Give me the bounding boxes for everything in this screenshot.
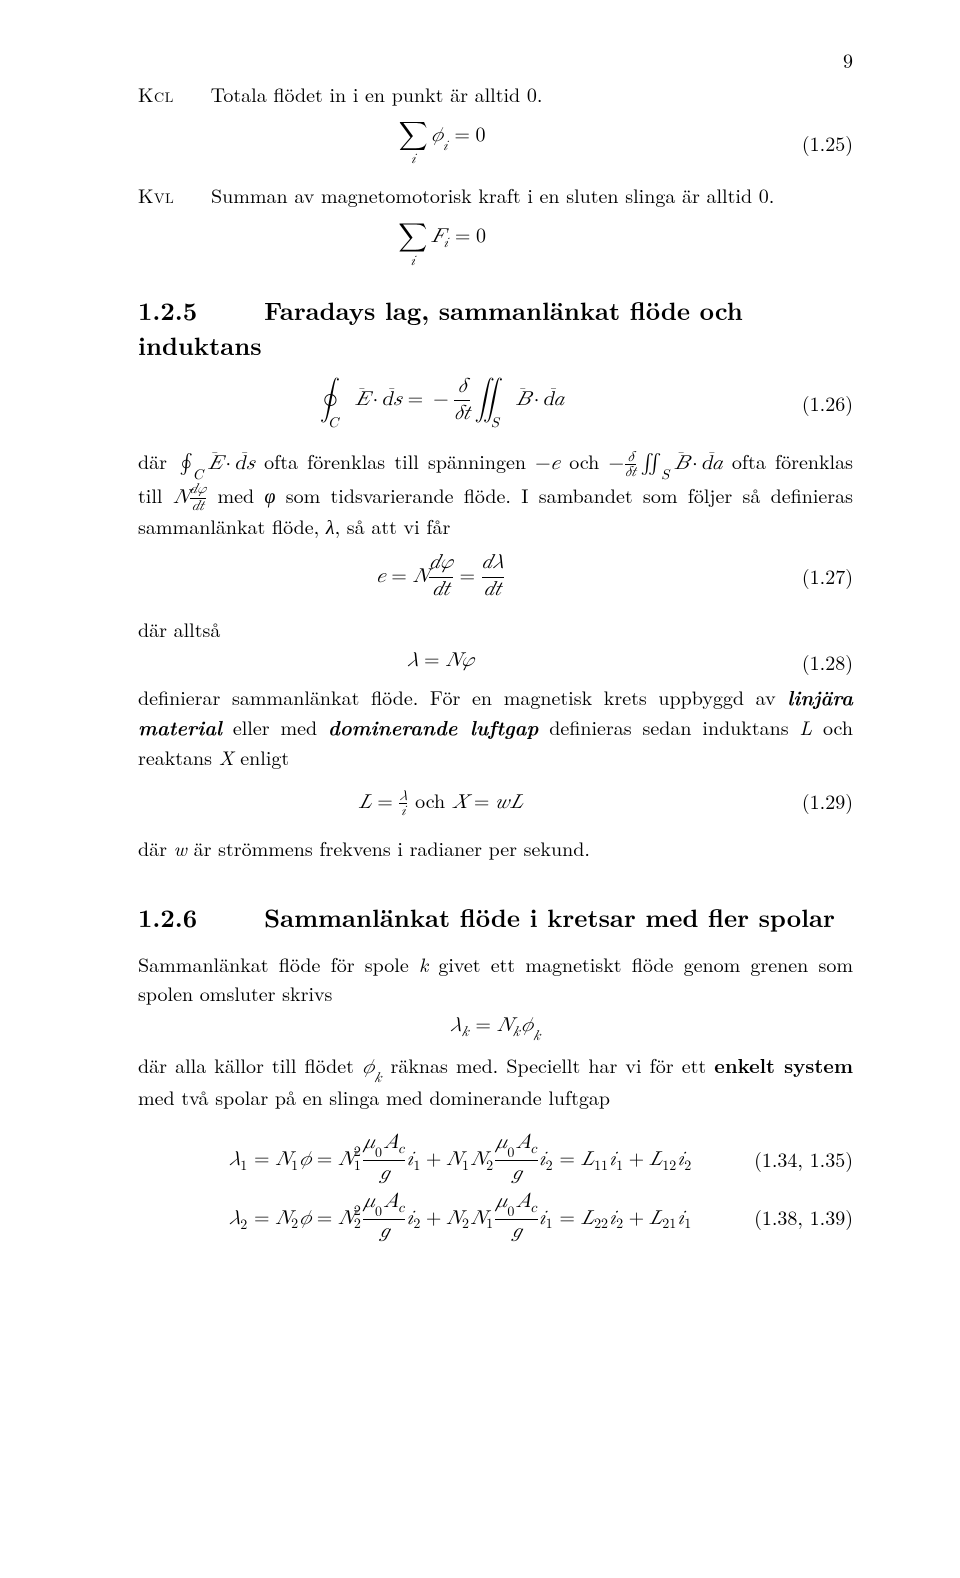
sec-1-2-6-num: 1.2.6 xyxy=(138,900,197,935)
t1: där xyxy=(138,446,176,475)
enkelt-system: enkelt system xyxy=(714,1050,853,1079)
kcl-label: Kcl xyxy=(138,79,174,108)
p128c: definieras sedan induktans xyxy=(538,712,799,741)
eq-1-34-35-num: (1.34, 1.35) xyxy=(743,1144,853,1173)
eq-1-25-expr: ∑i ϕi =0 xyxy=(138,122,743,163)
eq-sum-f: ∑i Fi =0 xyxy=(138,223,853,264)
eq-1-27-expr: e=N dφdt = dλdt xyxy=(138,554,743,596)
eq-1-38-39-expr: λ2= N2ϕ= N22 μ0Acg i2+ N2N1 μ0Acg i1= L2… xyxy=(138,1192,743,1243)
eq-1-34-35: λ1= N1ϕ= N12 μ0Acg i1+ N1N2 μ0Acg i2= L1… xyxy=(138,1133,853,1184)
para-sec126: Sammanlänkat flöde för spole k givet ett… xyxy=(138,949,853,1007)
eq-1-29-num: (1.29) xyxy=(743,786,853,815)
para-after-129: där w är strömmens frekvens i radianer p… xyxy=(138,833,853,862)
eq-1-29: L=λi och X=wL (1.29) xyxy=(138,785,853,815)
ps126a: Sammanlänkat flöde för spole xyxy=(138,949,419,978)
p128e: enligt xyxy=(234,742,290,771)
eq-1-25: ∑i ϕi =0 (1.25) xyxy=(138,122,853,163)
eq-1-29-expr: L=λi och X=wL xyxy=(138,785,743,815)
kvl-line: Kvl Summan av magnetomotorisk kraft i en… xyxy=(138,181,853,209)
page-number: 9 xyxy=(843,45,853,74)
para-enkelt: där alla källor till flödet ϕk räknas me… xyxy=(138,1050,853,1111)
dar-alltsa: där alltså xyxy=(138,614,853,643)
t7: , så att vi får xyxy=(335,511,451,540)
kvl-label: Kvl xyxy=(138,180,174,209)
para-after-126: där ∮CE¯⋅ds¯ ofta förenklas till spännin… xyxy=(138,446,853,540)
p129b: är strömmens frekvens i radianer per sek… xyxy=(187,833,590,862)
eq-1-28-expr: λ=Nφ xyxy=(138,652,743,671)
sec-1-2-5: 1.2.5 Faradays lag, sammanlänkat flöde o… xyxy=(138,293,853,363)
sec-1-2-6: 1.2.6 Sammanlänkat flöde i kretsar med f… xyxy=(138,900,853,935)
eq-1-27-num: (1.27) xyxy=(743,561,853,590)
eq-1-28: λ=Nφ (1.28) xyxy=(138,647,853,676)
sec-1-2-5-title: Faradays lag, sammanlänkat flöde och ind… xyxy=(138,293,743,363)
eq-1-28-num: (1.28) xyxy=(743,647,853,676)
eq-1-38-39-num: (1.38, 1.39) xyxy=(743,1202,853,1231)
t2: ofta förenklas till spänningen xyxy=(255,446,535,475)
sec-1-2-5-num: 1.2.5 xyxy=(138,293,197,328)
eq-1-34-35-expr: λ1= N1ϕ= N12 μ0Acg i1+ N1N2 μ0Acg i2= L1… xyxy=(138,1133,743,1184)
sec-1-2-6-title: Sammanlänkat flöde i kretsar med fler sp… xyxy=(264,900,835,935)
eq-lambda-k: λk= Nk ϕk xyxy=(138,1017,853,1040)
eq-sum-f-expr: ∑i Fi =0 xyxy=(138,223,743,264)
p128b: eller med xyxy=(222,712,328,741)
pe-a: där alla källor till flödet xyxy=(138,1050,362,1079)
kcl-line: Kcl Totala flödet in i en punkt är allti… xyxy=(138,80,853,108)
t3: och xyxy=(560,446,608,475)
eq-1-26-expr: ∮C E¯⋅ ds¯ =− δδt ∬S B¯⋅ da¯ xyxy=(138,377,743,429)
eq-1-25-num: (1.25) xyxy=(743,128,853,157)
p128a: definierar sammanlänkat flöde. För en ma… xyxy=(138,682,787,711)
p129a: där xyxy=(138,833,174,862)
pe-c: med två spolar på en slinga med dominera… xyxy=(138,1082,610,1111)
pe-b: räknas med. Speciellt har vi för ett xyxy=(382,1050,714,1079)
kcl-text: Totala flödet in i en punkt är alltid 0. xyxy=(211,79,543,108)
page-container: 9 Kcl Totala flödet in i en punkt är all… xyxy=(0,0,960,1578)
eq-1-26: ∮C E¯⋅ ds¯ =− δδt ∬S B¯⋅ da¯ (1.26) xyxy=(138,377,853,429)
kvl-text: Summan av magnetomotorisk kraft i en slu… xyxy=(211,180,774,209)
para-after-128: definierar sammanlänkat flöde. För en ma… xyxy=(138,682,853,771)
dominerande: dominerande luftgap xyxy=(328,713,538,742)
eq-1-38-39: λ2= N2ϕ= N22 μ0Acg i2+ N2N1 μ0Acg i1= L2… xyxy=(138,1192,853,1243)
eq-1-26-num: (1.26) xyxy=(743,388,853,417)
eq129-och: och xyxy=(408,785,451,814)
t5: med xyxy=(207,480,264,509)
eq-1-27: e=N dφdt = dλdt (1.27) xyxy=(138,554,853,596)
